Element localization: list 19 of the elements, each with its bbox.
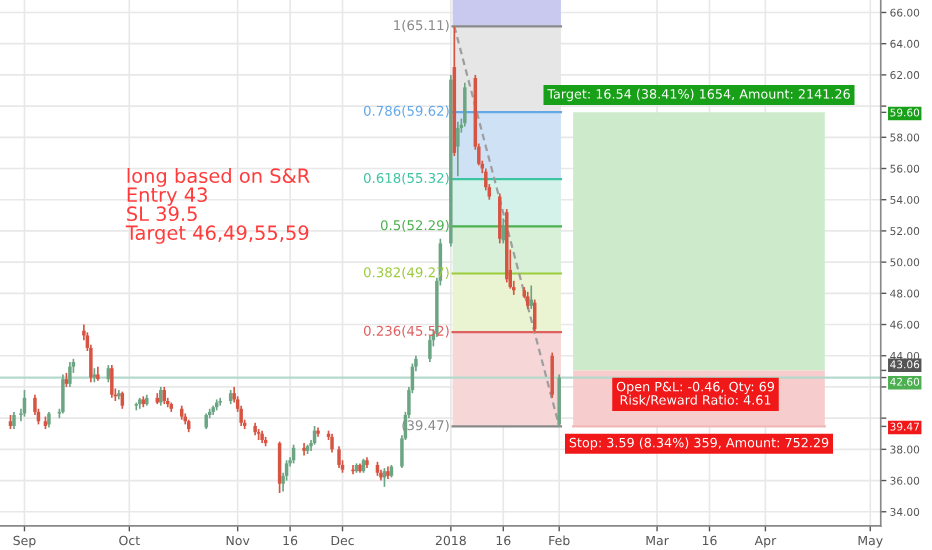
- candlestick: [218, 397, 222, 407]
- candlestick: [529, 284, 533, 310]
- candlestick: [463, 81, 467, 128]
- candlestick: [484, 167, 488, 192]
- annotation: SL 39.5: [127, 206, 197, 222]
- candlestick: [550, 351, 554, 399]
- candlestick: [110, 364, 114, 399]
- annotation: Target 46,49,55,59: [125, 225, 309, 244]
- candlestick: [330, 432, 334, 454]
- annotation: long based on S&R: [127, 168, 310, 187]
- annotation: Entry 43: [127, 187, 207, 206]
- candlestick: [302, 442, 306, 457]
- candlestick: [61, 373, 65, 415]
- candlestick: [159, 386, 163, 407]
- candlestick: [33, 393, 37, 416]
- candlestick: [337, 445, 341, 469]
- candlestick: [557, 373, 561, 428]
- candlestick: [239, 404, 243, 427]
- candlestick: [428, 334, 432, 363]
